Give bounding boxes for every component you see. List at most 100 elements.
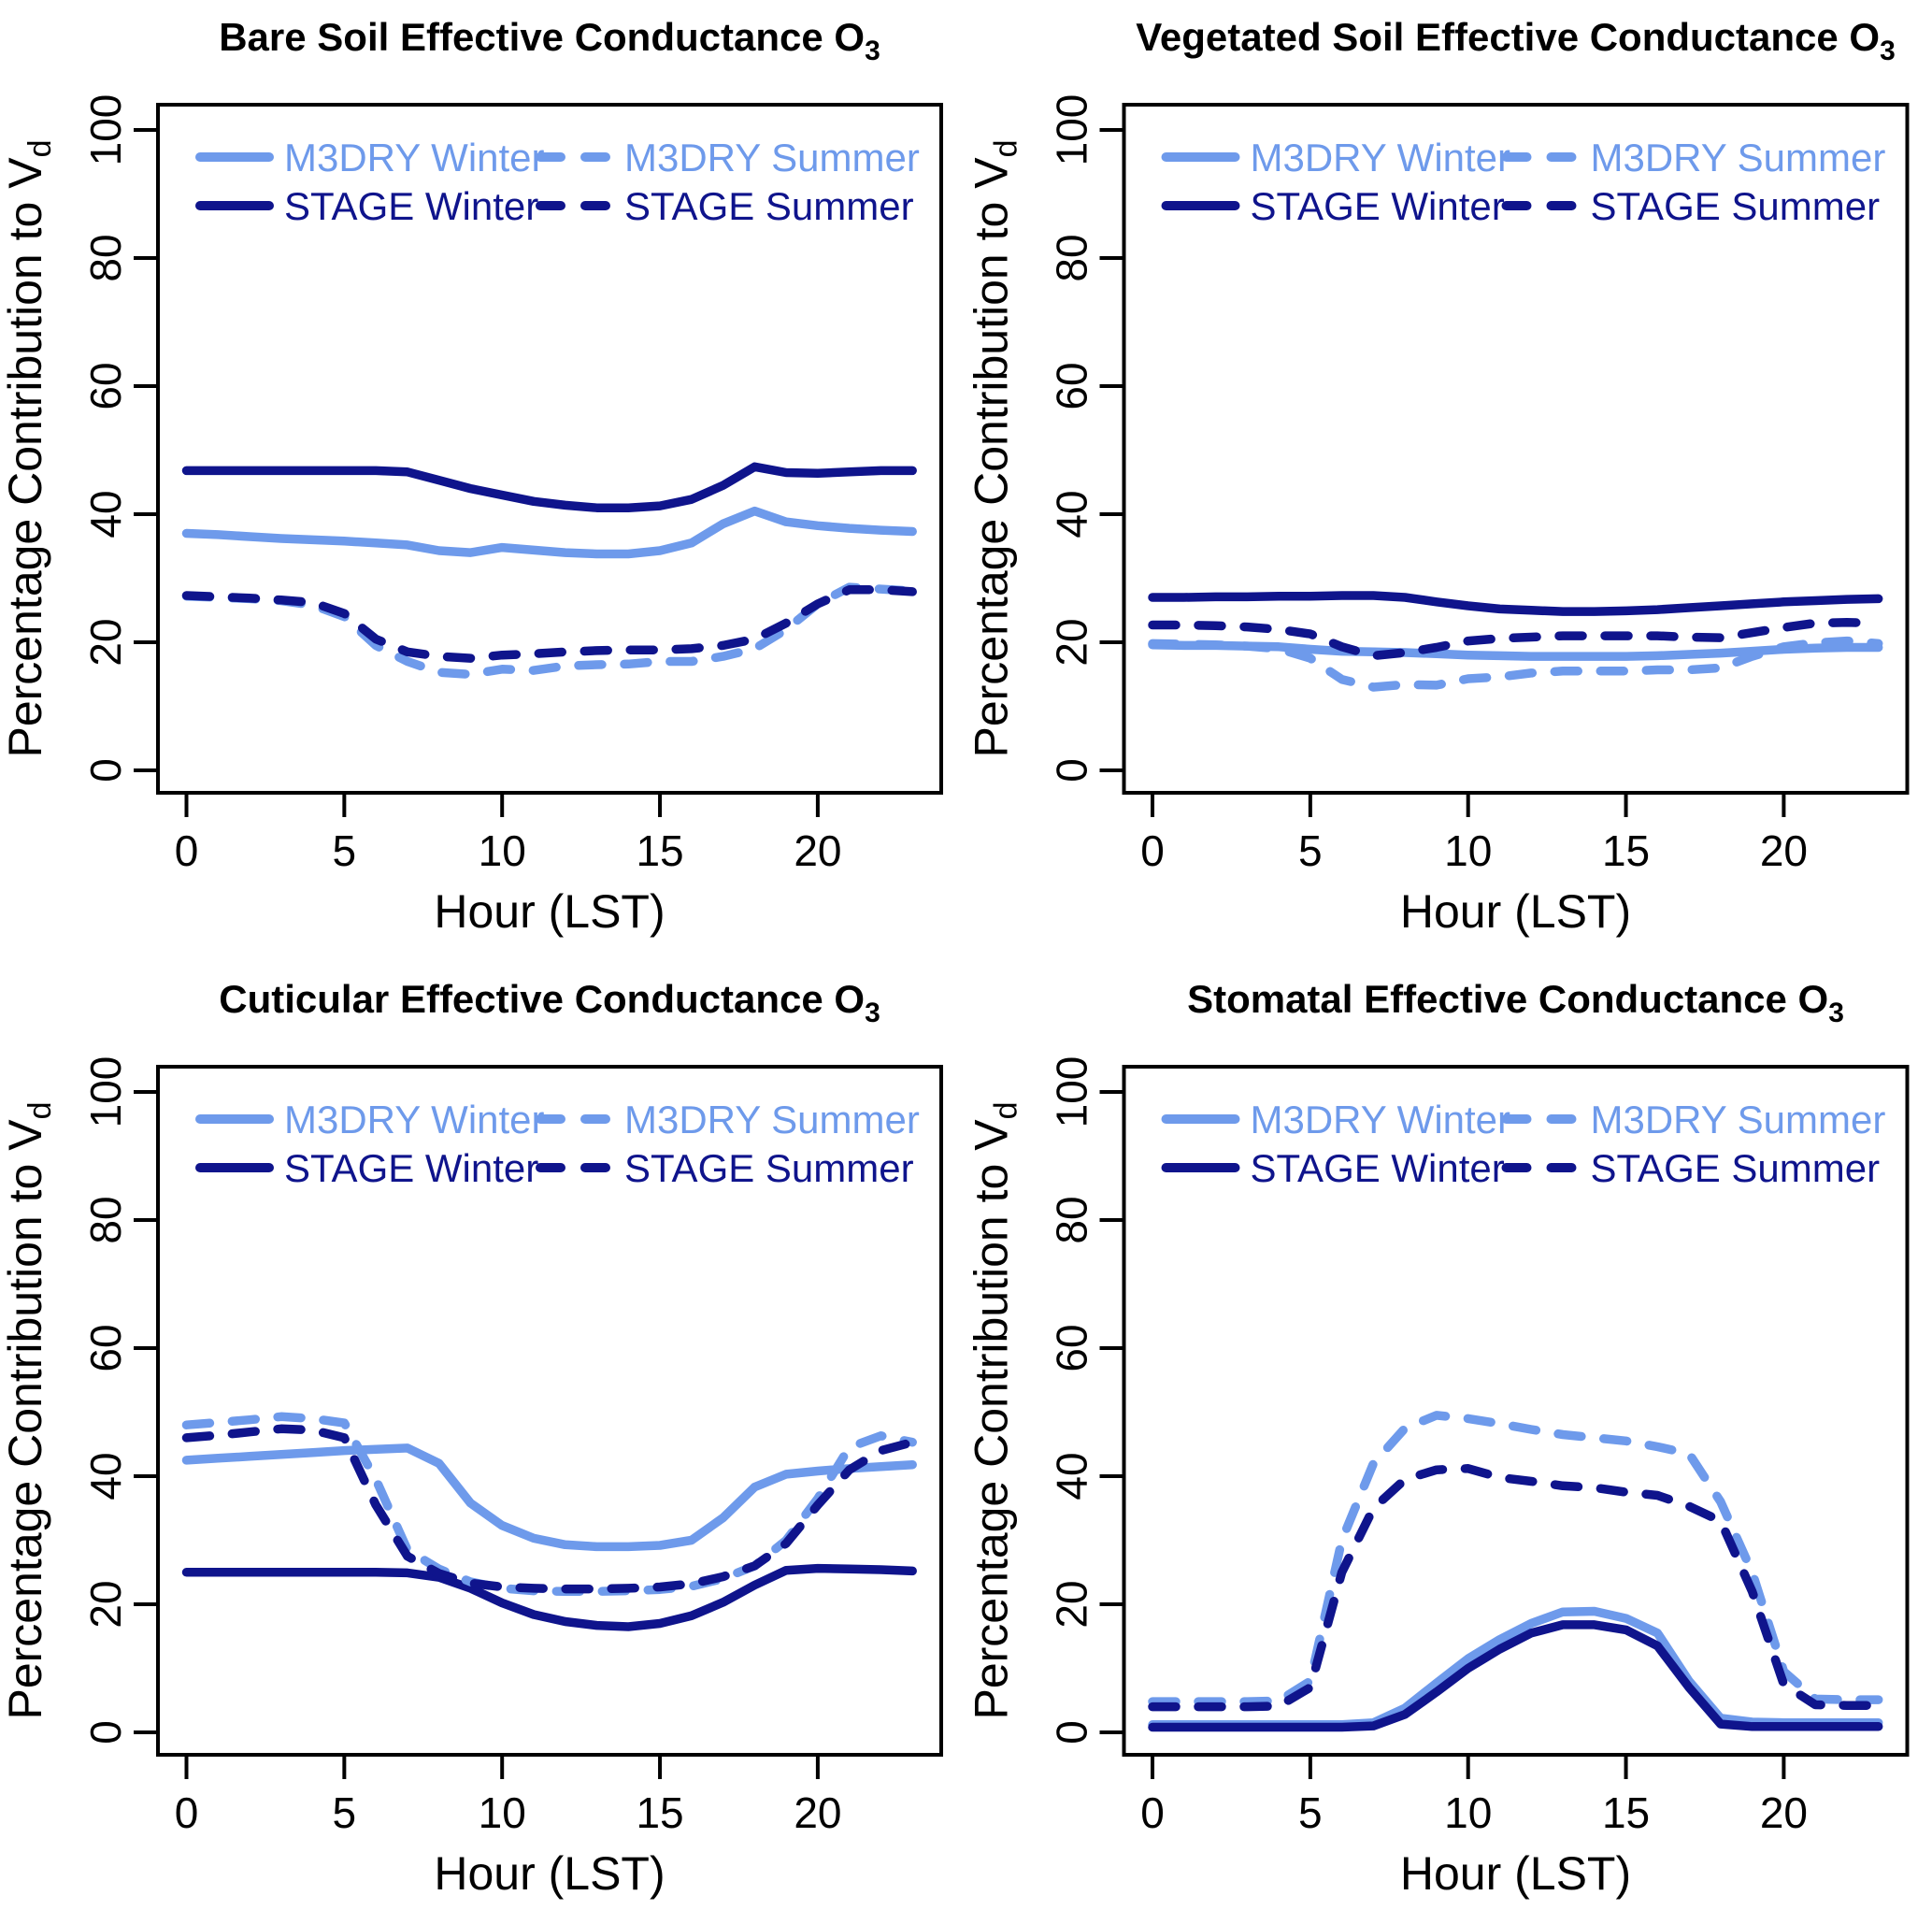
x-tick-label: 5 xyxy=(1298,1788,1323,1837)
x-tick-label: 10 xyxy=(1444,826,1492,875)
y-tick-label: 20 xyxy=(1048,1580,1096,1628)
legend-label-m3dry-winter: M3DRY Winter xyxy=(1251,1098,1511,1141)
series-stage-summer-line xyxy=(181,1424,917,1594)
legend-label-stage-winter: STAGE Winter xyxy=(1251,1146,1505,1190)
y-tick-label: 60 xyxy=(81,1324,130,1371)
y-tick-label: 40 xyxy=(1048,490,1096,538)
y-tick-label: 0 xyxy=(1048,758,1096,783)
x-axis-label: Hour (LST) xyxy=(434,885,665,938)
series-m3dry-summer-line xyxy=(181,582,917,680)
panel-title: Stomatal Effective Conductance O3 xyxy=(1187,977,1844,1028)
legend-label-stage-summer: STAGE Summer xyxy=(624,1146,914,1190)
y-tick-label: 100 xyxy=(1048,1056,1096,1128)
legend-label-m3dry-winter: M3DRY Winter xyxy=(284,1098,545,1141)
legend-label-stage-summer: STAGE Summer xyxy=(1591,184,1881,228)
plot-box xyxy=(1122,103,1910,795)
y-tick-label: 100 xyxy=(81,1056,130,1128)
panel-vegetated-soil-chart: Vegetated Soil Effective Conductance O3 0… xyxy=(966,0,1932,962)
series-m3dry-winter-line xyxy=(181,506,917,559)
series-m3dry-summer-line xyxy=(1148,636,1883,692)
series-m3dry-summer-line xyxy=(1148,1411,1883,1706)
y-tick-label: 60 xyxy=(1048,1324,1096,1371)
y-tick-label: 80 xyxy=(1048,234,1096,281)
series-stage-summer-line xyxy=(1148,618,1883,661)
panel-background xyxy=(966,962,1932,1924)
y-tick-label: 20 xyxy=(81,618,130,666)
legend-label-m3dry-summer: M3DRY Summer xyxy=(1591,136,1886,179)
y-axis-label: Percentage Contribution to Vd xyxy=(966,140,1024,758)
legend-label-m3dry-summer: M3DRY Summer xyxy=(1591,1098,1886,1141)
plot-box xyxy=(1122,1065,1910,1757)
y-tick-label: 0 xyxy=(81,1720,130,1745)
series-m3dry-winter-line xyxy=(181,1443,917,1552)
x-tick-label: 0 xyxy=(175,826,199,875)
y-axis-label: Percentage Contribution to Vd xyxy=(0,140,58,758)
x-tick-label: 0 xyxy=(1140,826,1165,875)
x-axis-label: Hour (LST) xyxy=(1400,885,1631,938)
y-tick-label: 100 xyxy=(1048,94,1096,166)
series-stage-winter-line xyxy=(1148,1620,1883,1732)
x-tick-label: 15 xyxy=(636,826,683,875)
x-tick-label: 20 xyxy=(1760,826,1808,875)
y-tick-label: 0 xyxy=(1048,1720,1096,1745)
plot-box xyxy=(156,103,943,795)
x-tick-label: 20 xyxy=(794,1788,841,1837)
legend-label-stage-winter: STAGE Winter xyxy=(284,184,538,228)
panel-title: Vegetated Soil Effective Conductance O3 xyxy=(1136,15,1896,66)
plot-box xyxy=(156,1065,943,1757)
legend-label-stage-summer: STAGE Summer xyxy=(624,184,914,228)
series-stage-winter-line xyxy=(181,462,917,512)
panel-bare-soil-chart: Bare Soil Effective Conductance O3 0 5 10 15… xyxy=(0,0,966,962)
panel-stomatal-chart: Stomatal Effective Conductance O3 0 5 10 15 2… xyxy=(966,962,1932,1924)
x-tick-label: 20 xyxy=(794,826,841,875)
legend-label-m3dry-summer: M3DRY Summer xyxy=(624,136,920,179)
series-stage-winter-line xyxy=(1148,591,1883,616)
x-tick-label: 15 xyxy=(1602,1788,1650,1837)
y-tick-label: 60 xyxy=(81,362,130,409)
y-tick-label: 20 xyxy=(81,1580,130,1628)
legend-label-m3dry-winter: M3DRY Winter xyxy=(284,136,545,179)
y-tick-label: 20 xyxy=(1048,618,1096,666)
panel-background xyxy=(0,0,966,962)
y-tick-label: 40 xyxy=(1048,1452,1096,1500)
panel-title: Bare Soil Effective Conductance O3 xyxy=(219,15,880,66)
y-tick-label: 80 xyxy=(1048,1196,1096,1243)
y-axis-label: Percentage Contribution to Vd xyxy=(0,1102,58,1720)
y-tick-label: 0 xyxy=(81,758,130,783)
x-tick-label: 5 xyxy=(1298,826,1323,875)
panel-cell-bare-soil: Bare Soil Effective Conductance O3 0 5 10 15… xyxy=(0,0,966,962)
x-tick-label: 10 xyxy=(1444,1788,1492,1837)
x-tick-label: 10 xyxy=(479,826,526,875)
series-stage-summer-line xyxy=(181,585,917,663)
x-tick-label: 20 xyxy=(1760,1788,1808,1837)
y-tick-label: 40 xyxy=(81,1452,130,1500)
y-tick-label: 80 xyxy=(81,234,130,281)
y-tick-label: 100 xyxy=(81,94,130,166)
x-tick-label: 15 xyxy=(1602,826,1650,875)
panel-background xyxy=(0,962,966,1924)
panel-cell-stomatal: Stomatal Effective Conductance O3 0 5 10 15 2… xyxy=(966,962,1932,1924)
panel-cell-vegetated-soil: Vegetated Soil Effective Conductance O3 0… xyxy=(966,0,1932,962)
x-tick-label: 0 xyxy=(1140,1788,1165,1837)
series-stage-winter-line xyxy=(181,1563,917,1631)
panel-title: Cuticular Effective Conductance O3 xyxy=(219,977,880,1028)
x-tick-label: 0 xyxy=(175,1788,199,1837)
legend-label-stage-winter: STAGE Winter xyxy=(284,1146,538,1190)
panel-cell-cuticular: Cuticular Effective Conductance O3 0 5 10 15… xyxy=(0,962,966,1924)
panel-background xyxy=(966,0,1932,962)
y-tick-label: 80 xyxy=(81,1196,130,1243)
legend-label-stage-summer: STAGE Summer xyxy=(1591,1146,1881,1190)
legend-label-stage-winter: STAGE Winter xyxy=(1251,184,1505,228)
y-axis-label: Percentage Contribution to Vd xyxy=(966,1102,1024,1720)
x-axis-label: Hour (LST) xyxy=(1400,1847,1631,1900)
legend-label-m3dry-summer: M3DRY Summer xyxy=(624,1098,920,1141)
x-tick-label: 5 xyxy=(333,826,357,875)
legend-label-m3dry-winter: M3DRY Winter xyxy=(1251,136,1511,179)
x-tick-label: 5 xyxy=(333,1788,357,1837)
x-tick-label: 10 xyxy=(479,1788,526,1837)
x-tick-label: 15 xyxy=(636,1788,683,1837)
panel-cuticular-chart: Cuticular Effective Conductance O3 0 5 10 15… xyxy=(0,962,966,1924)
y-tick-label: 60 xyxy=(1048,362,1096,409)
x-axis-label: Hour (LST) xyxy=(434,1847,665,1900)
